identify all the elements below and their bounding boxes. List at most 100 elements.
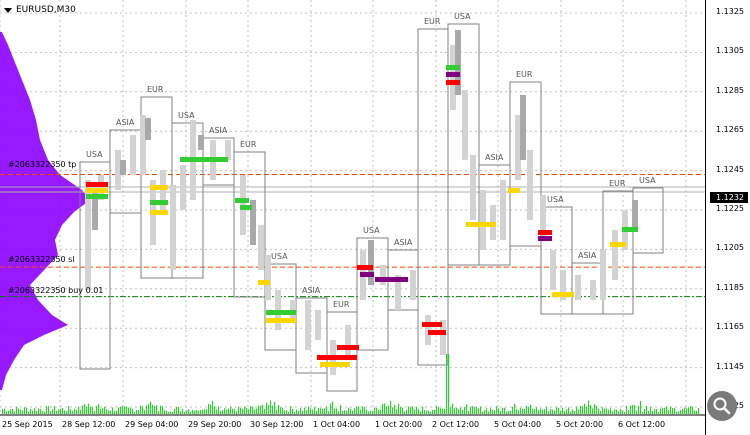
volume-bar — [132, 408, 134, 414]
volume-bar — [242, 409, 244, 414]
volume-bar — [310, 408, 312, 414]
volume-bar — [622, 410, 624, 414]
volume-bar — [434, 409, 436, 414]
volume-bar — [196, 409, 198, 414]
volume-bar — [324, 408, 326, 414]
volume-bar — [144, 410, 146, 414]
volume-bar — [678, 411, 680, 414]
session-label: EUR — [240, 140, 257, 149]
triangle-down-icon[interactable] — [4, 7, 12, 13]
volume-bar — [482, 411, 484, 414]
session-box — [326, 311, 358, 392]
volume-bar — [644, 408, 646, 414]
volume-bar — [638, 406, 640, 414]
price-bar — [130, 135, 136, 175]
volume-bar — [438, 407, 440, 414]
session-label: USA — [271, 252, 288, 261]
volume-bar — [400, 407, 402, 414]
level-highlight — [360, 272, 374, 277]
price-tick-label: 1.1245 — [716, 164, 744, 174]
volume-bar — [18, 408, 20, 414]
volume-bar — [84, 404, 86, 414]
session-box — [417, 28, 449, 366]
session-label: EUR — [609, 179, 626, 188]
volume-bar — [166, 410, 168, 414]
volume-bar — [442, 408, 444, 414]
price-bar — [315, 310, 321, 340]
volume-bar — [186, 410, 188, 414]
volume-bar — [584, 403, 586, 414]
volume-bar — [78, 406, 80, 414]
volume-bar — [522, 408, 524, 414]
volume-bar — [680, 410, 682, 414]
volume-bar — [216, 409, 218, 414]
price-bar — [520, 95, 526, 160]
volume-bar — [234, 409, 236, 414]
volume-bar — [42, 410, 44, 414]
session-label: USA — [454, 12, 471, 21]
level-highlight — [266, 318, 296, 323]
volume-bar — [120, 406, 122, 414]
volume-bar — [444, 408, 446, 414]
volume-bar — [478, 408, 480, 414]
volume-bar — [526, 405, 528, 414]
volume-bar — [224, 408, 226, 414]
volume-bar — [530, 404, 532, 414]
volume-bar — [134, 411, 136, 414]
volume-bar — [222, 410, 224, 414]
level-highlight — [552, 292, 574, 297]
volume-bar — [640, 400, 642, 414]
volume-bar — [592, 408, 594, 414]
volume-bar — [568, 407, 570, 414]
volume-bar — [494, 410, 496, 414]
volume-bar — [380, 409, 382, 414]
volume-bar — [554, 410, 556, 414]
price-bar — [440, 320, 446, 355]
volume-bar — [492, 409, 494, 414]
level-highlight — [317, 355, 357, 360]
volume-bar — [350, 409, 352, 414]
magnifier-icon[interactable] — [707, 391, 737, 421]
price-bar — [560, 270, 566, 300]
price-bar — [250, 200, 256, 245]
volume-bar — [280, 407, 282, 414]
volume-bar — [348, 407, 350, 414]
volume-bar — [200, 410, 202, 414]
volume-bar — [12, 408, 14, 414]
level-highlight — [240, 205, 252, 210]
volume-bar — [90, 406, 92, 414]
volume-bar — [154, 406, 156, 414]
volume-bar — [470, 406, 472, 414]
volume-bar — [164, 410, 166, 414]
price-tick-label: 1.1145 — [716, 361, 744, 371]
volume-bar — [606, 408, 608, 414]
volume-bar — [440, 408, 442, 414]
volume-bar — [66, 410, 68, 414]
volume-bar — [336, 408, 338, 414]
level-highlight — [446, 65, 460, 70]
price-chart[interactable] — [0, 0, 705, 435]
volume-bar — [104, 406, 106, 414]
price-bar — [115, 150, 121, 190]
volume-bar — [394, 404, 396, 414]
level-highlight — [86, 188, 108, 193]
volume-bar — [454, 408, 456, 414]
volume-bar — [614, 409, 616, 414]
session-label: ASIA — [485, 153, 504, 162]
price-tick-label: 1.1185 — [716, 282, 744, 292]
volume-bar — [586, 406, 588, 414]
level-highlight — [320, 362, 350, 367]
volume-bar — [510, 410, 512, 414]
volume-bar — [378, 409, 380, 414]
volume-bar — [192, 409, 194, 414]
volume-bar — [322, 408, 324, 414]
volume-profile — [0, 32, 90, 390]
volume-bar — [386, 406, 388, 414]
volume-bar — [580, 406, 582, 414]
volume-bar — [466, 404, 468, 414]
price-bar — [380, 265, 386, 285]
price-axis[interactable] — [705, 0, 750, 435]
volume-bar — [422, 406, 424, 414]
price-bar — [480, 190, 486, 250]
